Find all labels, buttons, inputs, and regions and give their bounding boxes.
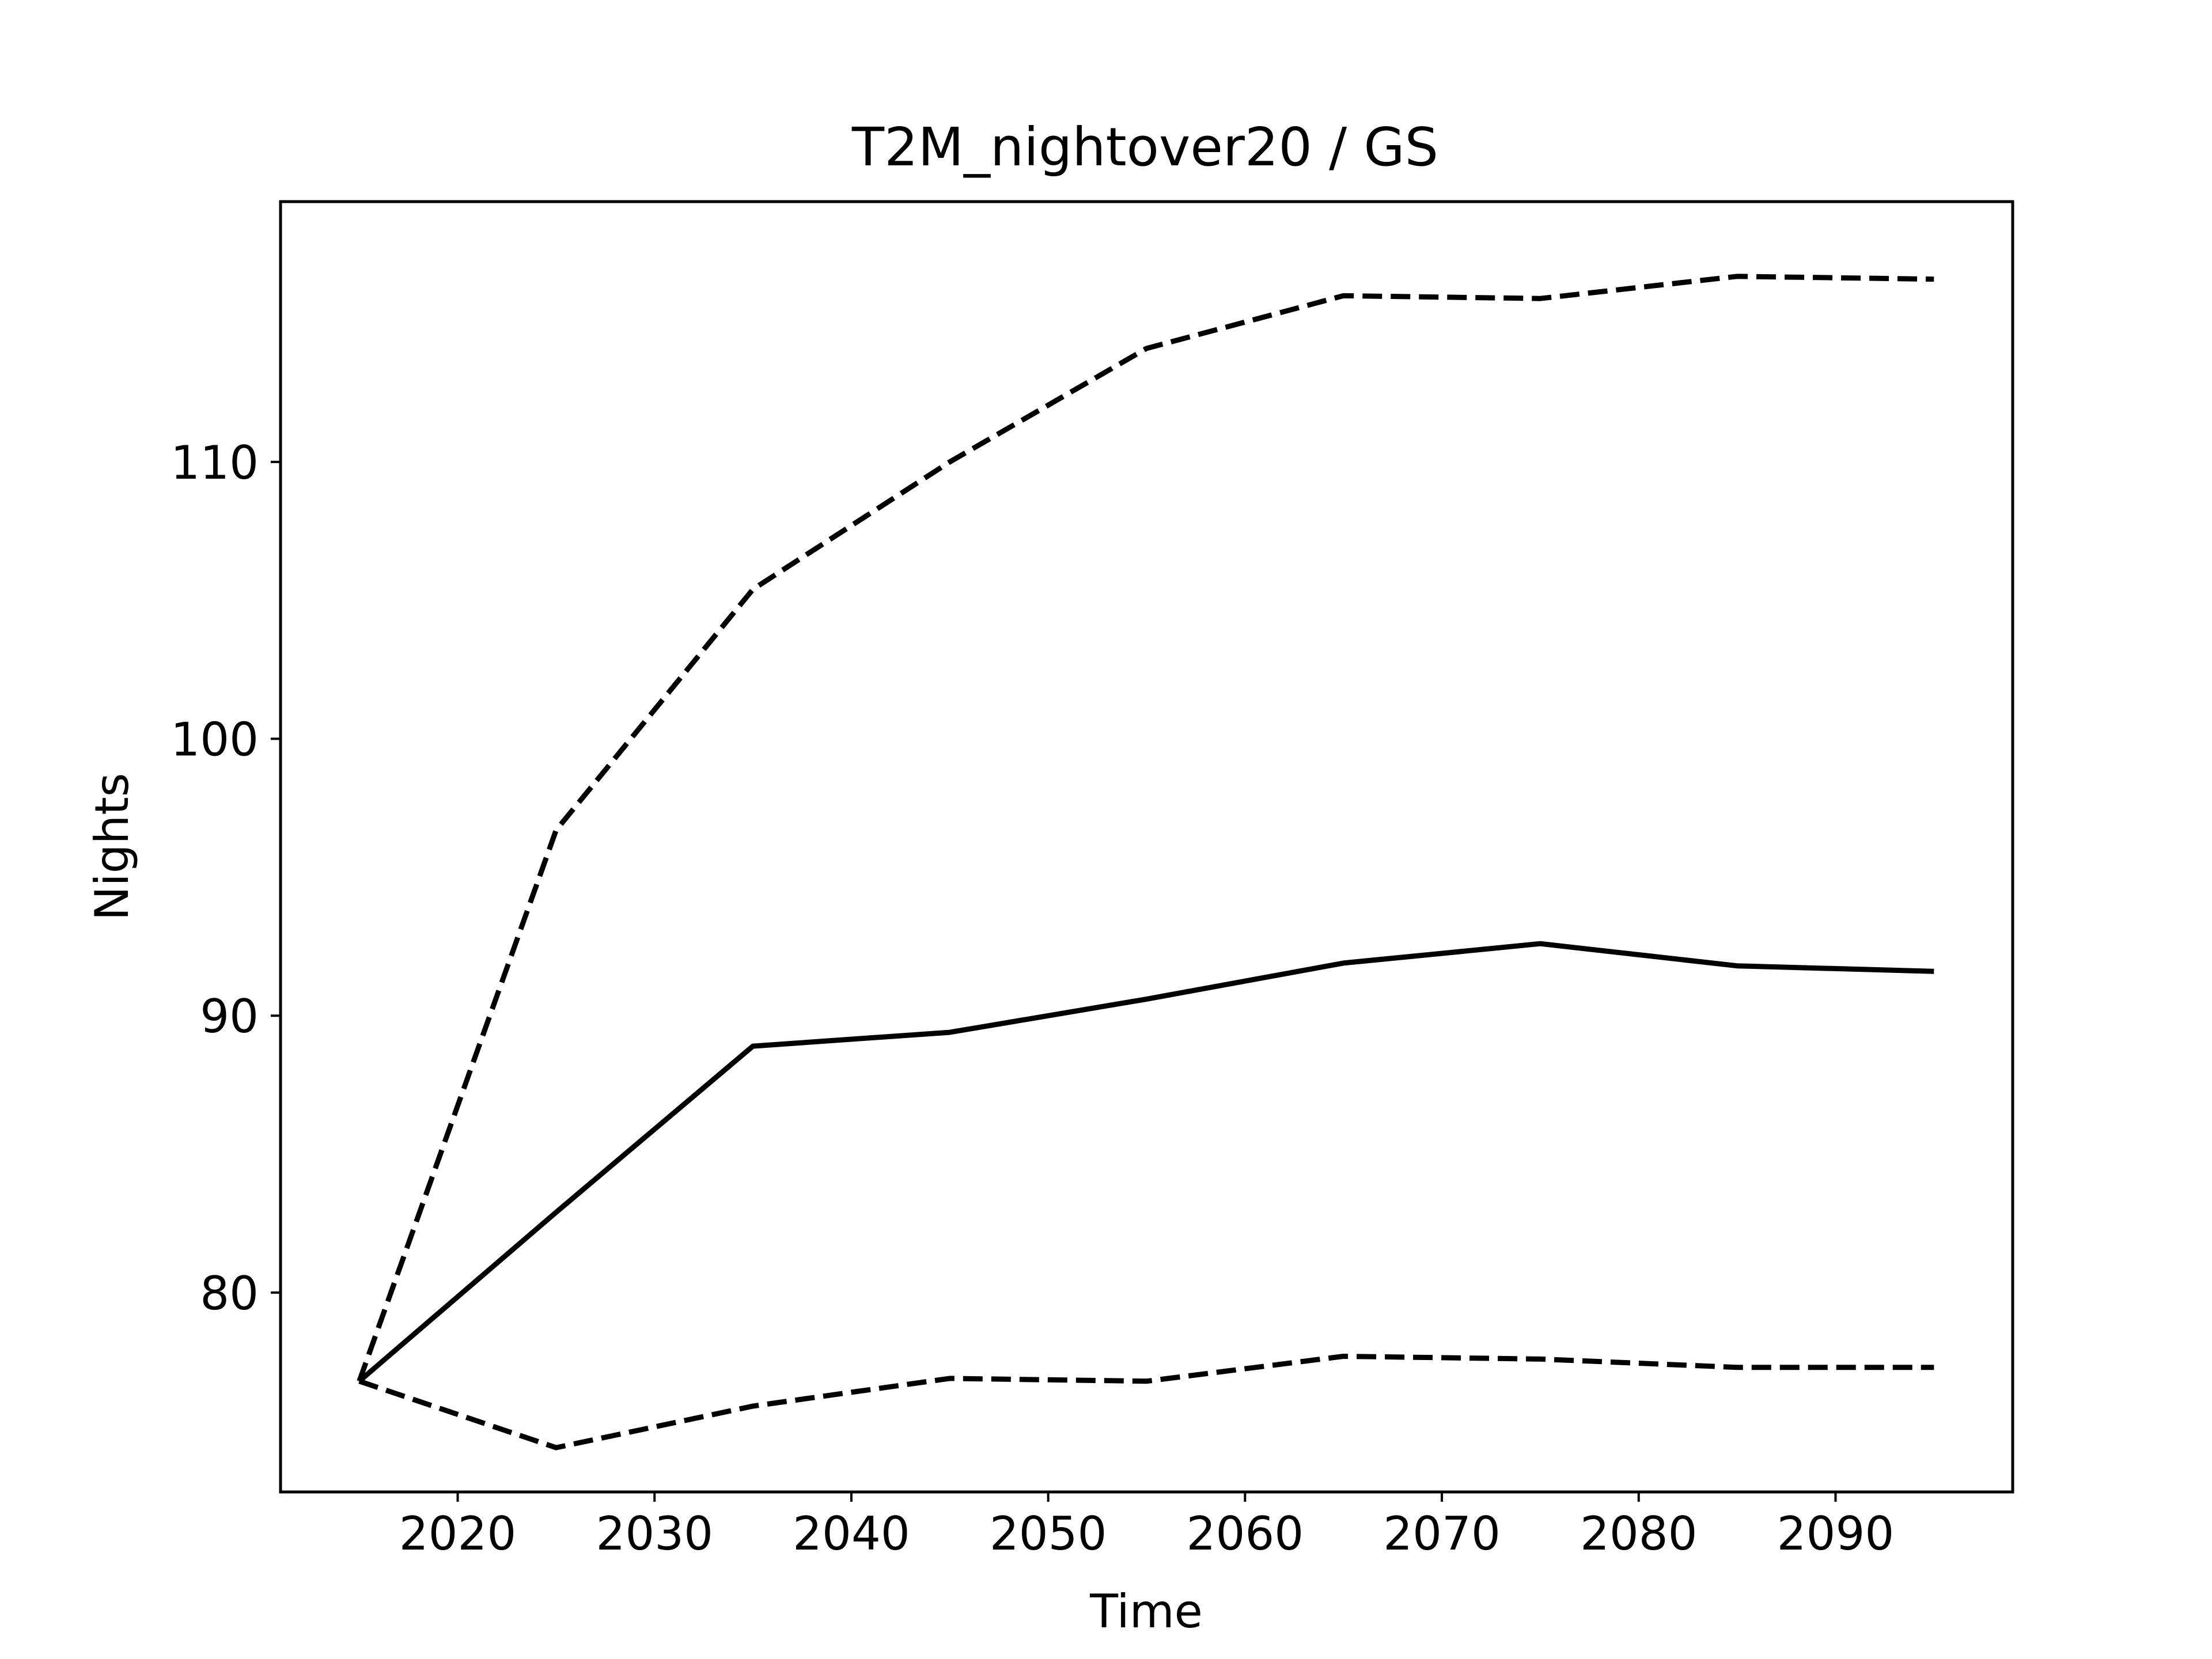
x-tick-label: 2020: [399, 1507, 517, 1560]
y-axis-ticks: 80 90 100 110: [171, 436, 281, 1320]
y-axis-label: Nights: [85, 773, 139, 921]
y-tick-label: 80: [200, 1267, 259, 1320]
x-axis-ticks: 2020 2030 2040 2050 2060 2070 2080 2090: [399, 1492, 1895, 1560]
y-tick-label: 90: [200, 990, 259, 1043]
series-line-1: [357, 941, 1934, 1384]
series-line-2: [358, 1354, 1934, 1450]
y-tick-label: 110: [171, 436, 259, 490]
plot-frame: [279, 200, 2014, 1494]
x-tick-label: 2050: [990, 1507, 1107, 1560]
x-tick-label: 2070: [1383, 1507, 1501, 1560]
x-tick-label: 2080: [1580, 1507, 1698, 1560]
x-tick-label: 2090: [1777, 1507, 1895, 1560]
plot-lines: [357, 274, 1934, 1450]
x-tick-label: 2060: [1187, 1507, 1304, 1560]
y-tick-label: 100: [171, 713, 259, 767]
chart-title: T2M_nightover20 / GS: [851, 116, 1438, 178]
x-tick-label: 2040: [793, 1507, 910, 1560]
x-axis-label: Time: [1089, 1585, 1203, 1638]
x-tick-label: 2030: [596, 1507, 713, 1560]
series-line-0: [357, 274, 1934, 1382]
